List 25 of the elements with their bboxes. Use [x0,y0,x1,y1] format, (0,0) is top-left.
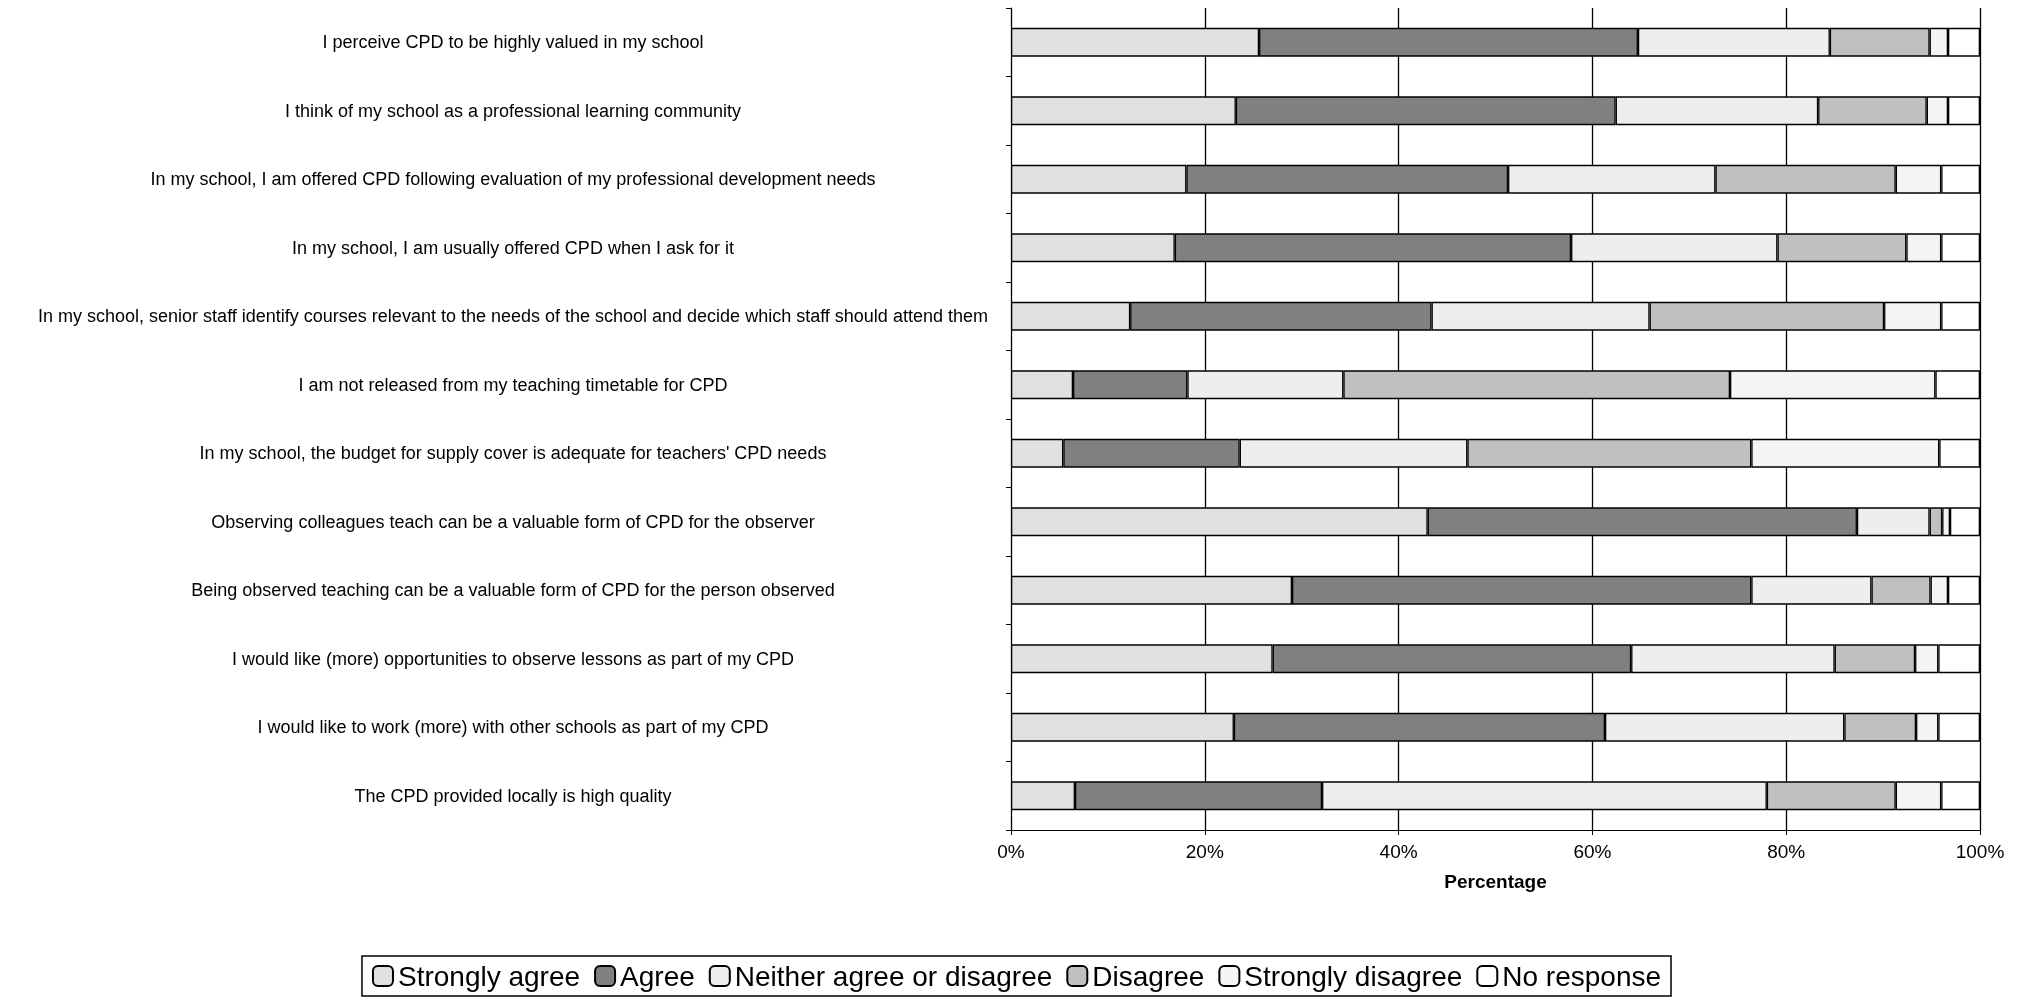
y-tick-label: In my school, I am usually offered CPD when I ask for it [292,237,734,258]
legend-label: Neither agree or disagree [734,960,1053,992]
x-tick-label: 20% [1185,841,1224,862]
legend-label: No response [1502,960,1662,992]
y-tick-label: The CPD provided locally is high quality [354,785,672,806]
legend-label: Strongly agree [397,960,581,992]
legend-label: Strongly disagree [1244,960,1463,992]
y-tick-label: I would like (more) opportunities to observe lessons as part of my CPD [231,648,795,669]
legend-label: Disagree [1092,960,1205,992]
y-tick-label: I am not released from my teaching timetable for CPD [298,374,728,395]
x-axis-title: Percentage [1444,871,1547,892]
y-tick-label: In my school, the budget for supply cover is adequate for teachers' CPD needs [199,443,827,464]
x-tick-label: 60% [1573,841,1612,862]
y-tick-label: I would like to work (more) with other schools as part of my CPD [257,717,769,738]
y-tick-label: Being observed teaching can be a valuable form of CPD for the person observed [191,580,835,601]
y-tick-label: I perceive CPD to be highly valued in my school [322,32,704,53]
x-tick-label: 40% [1379,841,1418,862]
y-tick-label: I think of my school as a professional learning community [284,100,742,121]
y-tick-label: In my school, I am offered CPD following evaluation of my professional development needs [150,169,876,190]
x-tick-label: 80% [1767,841,1806,862]
y-tick-label: In my school, senior staff identify courses relevant to the needs of the school and decide which staff should attend them [38,306,988,327]
y-tick-label: Observing colleagues teach can be a valuable form of CPD for the observer [211,511,815,532]
legend-label: Agree [620,960,695,992]
x-tick-label: 100% [1955,841,2005,862]
x-tick-label: 0% [997,841,1025,862]
